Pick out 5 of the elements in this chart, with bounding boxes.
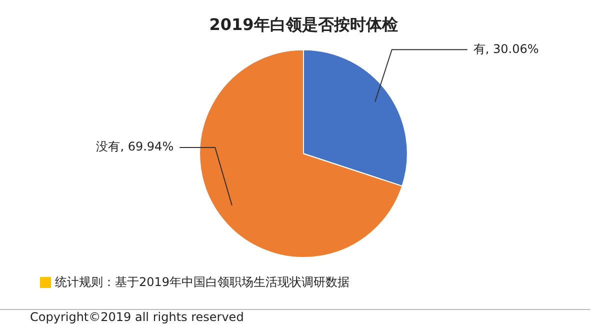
slice-label: 有, 30.06% [473,42,539,56]
chart-title: 2019年白领是否按时体检 [209,14,399,34]
slice-label: 没有, 69.94% [96,140,174,154]
text: 统计规则：基于2019年中国白领职场生活现状调研数据 [55,274,350,291]
text: Copyright©2019 all rights reserved [0,309,590,324]
